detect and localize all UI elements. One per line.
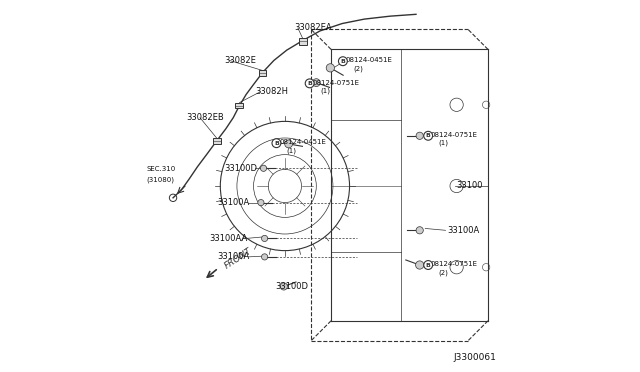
Circle shape	[262, 235, 268, 241]
Text: 08124-0451E: 08124-0451E	[280, 140, 326, 145]
Bar	[212, 138, 221, 144]
Circle shape	[285, 140, 292, 148]
Circle shape	[305, 79, 314, 88]
Text: 33100A: 33100A	[218, 252, 250, 262]
Circle shape	[258, 199, 264, 206]
Text: (2): (2)	[438, 269, 448, 276]
Text: 33100A: 33100A	[447, 226, 479, 235]
Text: (31080): (31080)	[147, 176, 175, 183]
Text: B: B	[426, 263, 431, 267]
Text: 08124-0751E: 08124-0751E	[431, 132, 478, 138]
Circle shape	[326, 64, 335, 72]
Bar	[236, 103, 243, 109]
Text: B: B	[307, 81, 312, 86]
Circle shape	[424, 260, 433, 269]
Text: B: B	[340, 59, 346, 64]
Text: (1): (1)	[287, 147, 297, 154]
Text: B: B	[426, 133, 431, 138]
Text: 33100D: 33100D	[276, 282, 308, 291]
Circle shape	[416, 227, 423, 234]
Circle shape	[280, 283, 287, 290]
Circle shape	[260, 165, 267, 171]
Text: 33082E: 33082E	[224, 56, 256, 65]
Circle shape	[272, 139, 281, 148]
Text: 33100: 33100	[456, 182, 483, 190]
Text: 33100A: 33100A	[218, 198, 250, 207]
Text: J3300061: J3300061	[454, 353, 497, 362]
Text: (2): (2)	[353, 65, 363, 72]
Text: 08124-0451E: 08124-0451E	[346, 57, 393, 64]
Bar	[299, 38, 307, 45]
Text: FRONT: FRONT	[223, 246, 254, 270]
Text: (1): (1)	[438, 140, 448, 147]
Circle shape	[415, 261, 424, 269]
Text: 33082EB: 33082EB	[186, 113, 224, 122]
Circle shape	[312, 79, 320, 87]
Text: 33100D: 33100D	[224, 164, 257, 173]
Circle shape	[416, 132, 423, 140]
Text: 33100AA: 33100AA	[210, 234, 248, 243]
Text: 33082H: 33082H	[255, 87, 289, 96]
Text: 08124-0751E: 08124-0751E	[312, 80, 360, 86]
Text: SEC.310: SEC.310	[147, 166, 176, 172]
Circle shape	[339, 57, 348, 65]
Text: 33082EA: 33082EA	[294, 23, 332, 32]
Circle shape	[424, 131, 433, 140]
Text: (1): (1)	[320, 87, 330, 94]
Circle shape	[262, 254, 268, 260]
Bar	[259, 70, 266, 76]
Text: 08124-0751E: 08124-0751E	[431, 261, 478, 267]
Text: B: B	[274, 141, 279, 146]
